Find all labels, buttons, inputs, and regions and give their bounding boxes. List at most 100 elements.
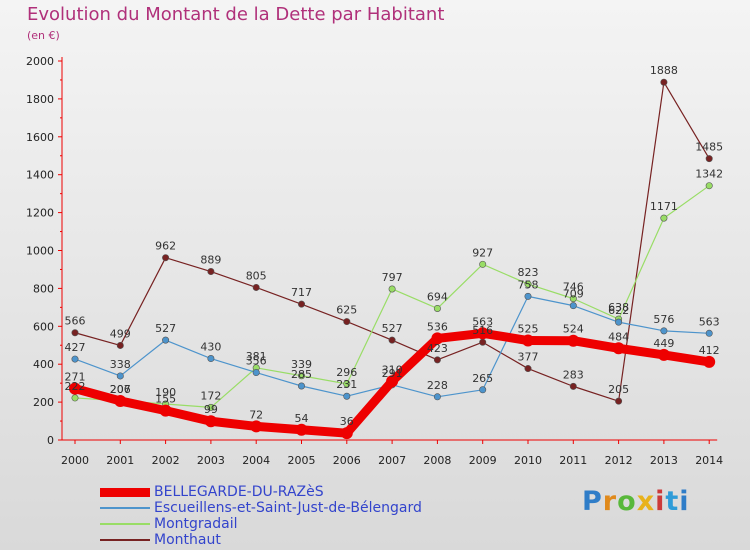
data-label: 889 <box>200 254 221 267</box>
x-tick-label: 2002 <box>152 454 180 467</box>
x-tick-label: 2011 <box>559 454 587 467</box>
data-label: 377 <box>518 351 539 364</box>
data-point <box>343 392 351 400</box>
data-point <box>343 380 351 388</box>
data-point <box>612 342 625 355</box>
data-point <box>386 375 399 388</box>
data-point <box>705 155 713 163</box>
logo-letter: t <box>665 486 680 517</box>
y-tick-label: 600 <box>33 320 54 333</box>
data-point <box>705 182 713 190</box>
data-point <box>705 329 713 337</box>
data-label: 155 <box>155 393 176 406</box>
y-tick-label: 1200 <box>26 207 54 220</box>
y-tick-label: 1600 <box>26 131 54 144</box>
logo-letter: i <box>679 486 690 517</box>
data-point <box>71 355 79 363</box>
x-tick-label: 2003 <box>197 454 225 467</box>
data-label: 283 <box>563 368 584 381</box>
data-label: 228 <box>427 379 448 392</box>
data-point <box>116 341 124 349</box>
legend-label: Monthaut <box>154 532 221 548</box>
x-tick-label: 2008 <box>423 454 451 467</box>
x-tick-label: 2013 <box>650 454 678 467</box>
y-tick-label: 800 <box>33 282 54 295</box>
data-label: 694 <box>427 290 448 303</box>
data-point <box>522 334 534 347</box>
logo-letter: o <box>617 486 637 517</box>
data-label: 54 <box>295 412 309 425</box>
chart-title: Evolution du Montant de la Dette par Hab… <box>27 4 445 25</box>
data-label: 449 <box>653 337 674 350</box>
data-point <box>476 327 489 340</box>
data-label: 1485 <box>695 141 723 154</box>
chart-unit: (en €) <box>27 29 60 42</box>
data-point <box>297 300 305 308</box>
data-label: 231 <box>336 378 357 391</box>
data-point <box>567 334 580 347</box>
data-point <box>479 338 487 346</box>
data-point <box>524 292 532 300</box>
data-point <box>71 394 79 402</box>
data-point <box>297 382 305 390</box>
logo-letter: i <box>655 486 666 517</box>
data-point <box>340 427 353 440</box>
data-label: 1171 <box>650 200 678 213</box>
data-label: 265 <box>472 372 493 385</box>
x-tick-label: 2007 <box>378 454 406 467</box>
data-label: 525 <box>518 323 539 336</box>
data-point <box>204 415 217 428</box>
x-tick-label: 2006 <box>333 454 361 467</box>
data-point <box>388 336 396 344</box>
data-label: 484 <box>608 330 629 343</box>
data-point <box>569 382 577 390</box>
data-point <box>524 365 532 373</box>
data-point <box>295 423 308 436</box>
data-label: 499 <box>110 327 131 340</box>
data-label: 310 <box>382 363 403 376</box>
data-label: 339 <box>291 358 312 371</box>
data-point <box>569 302 577 310</box>
y-tick-label: 1000 <box>26 245 54 258</box>
data-label: 423 <box>427 342 448 355</box>
data-label: 291 <box>382 367 403 380</box>
data-point <box>207 268 215 276</box>
data-point <box>433 304 441 312</box>
data-point <box>615 397 623 405</box>
data-point <box>479 386 487 394</box>
legend-swatch <box>100 487 150 497</box>
x-tick-label: 2005 <box>288 454 316 467</box>
y-tick-label: 1400 <box>26 169 54 182</box>
data-label: 622 <box>608 304 629 317</box>
data-point <box>252 369 260 377</box>
data-point <box>207 355 215 363</box>
data-label: 516 <box>472 324 493 337</box>
data-label: 296 <box>336 366 357 379</box>
data-label: 797 <box>382 271 403 284</box>
data-point <box>524 280 532 288</box>
data-point <box>250 420 263 433</box>
x-tick-label: 2009 <box>469 454 497 467</box>
data-point <box>343 318 351 326</box>
logo-letter: P <box>582 486 603 517</box>
legend-label: Montgradail <box>154 516 238 532</box>
data-label: 430 <box>200 341 221 354</box>
data-point <box>162 254 170 262</box>
data-point <box>569 295 577 303</box>
data-point <box>657 348 670 361</box>
data-point <box>660 327 668 335</box>
data-label: 381 <box>246 350 267 363</box>
legend-label: Escueillens-et-Saint-Just-de-Bélengard <box>154 500 422 516</box>
data-point <box>433 356 441 364</box>
data-label: 99 <box>204 403 218 416</box>
data-label: 1342 <box>695 168 723 181</box>
data-label: 527 <box>382 322 403 335</box>
y-tick-label: 1800 <box>26 93 54 106</box>
legend-swatch <box>100 523 150 525</box>
data-label: 524 <box>563 323 584 336</box>
data-label: 927 <box>472 246 493 259</box>
legend-swatch <box>100 539 150 541</box>
data-point <box>114 394 127 407</box>
legend-label: BELLEGARDE-DU-RAZèS <box>154 484 324 500</box>
data-label: 412 <box>699 344 720 357</box>
